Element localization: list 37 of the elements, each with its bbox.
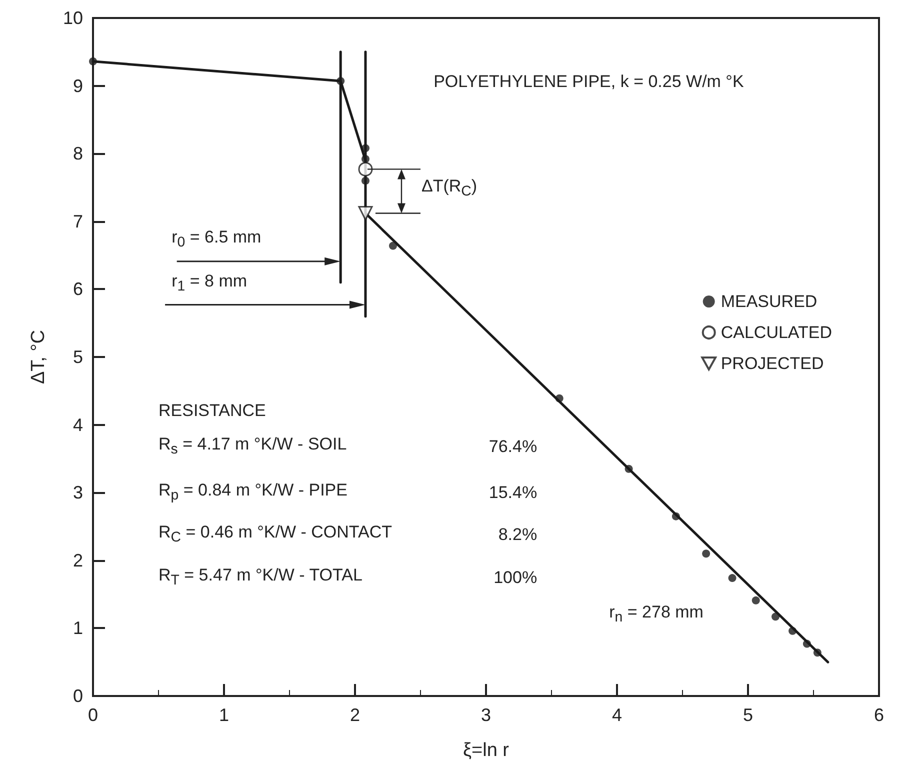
annotation: 15.4% [488, 482, 538, 503]
y-tick-label: 6 [72, 279, 83, 300]
y-tick-label: 8 [72, 144, 83, 164]
x-tick-label: 5 [742, 705, 754, 725]
x-tick-label: 0 [88, 705, 98, 725]
annotation: 100% [494, 568, 538, 588]
annotation: R$_{T}$ = 5.47 m °K/W - TOTAL [158, 565, 362, 591]
annotation: 76.4% [488, 437, 538, 458]
annotation: R$_{s}$ = 4.17 m °K/W - SOIL [158, 434, 347, 460]
annotation: POLYETHYLENE PIPE, k = 0.25 W/m °K [434, 72, 744, 92]
y-tick-label: 7 [72, 211, 83, 232]
annotation: R$_{C}$ = 0.46 m °K/W - CONTACT [158, 522, 392, 548]
x-tick-label: 4 [612, 705, 622, 725]
x-tick-label: 1 [218, 705, 230, 725]
y-tick-label: 9 [72, 76, 83, 96]
annotation: r$_{1}$ = 8 mm [172, 272, 248, 298]
y-tick-label: 3 [72, 482, 83, 503]
y-tick-label: 1 [72, 618, 83, 638]
annotation: r$_{0}$ = 6.5 mm [172, 228, 262, 254]
legend-label: PROJECTED [720, 354, 824, 373]
y-tick-label: 4 [72, 414, 83, 435]
x-tick-label: 3 [480, 705, 492, 725]
annotation: 8.2% [498, 524, 538, 545]
x-axis-title: ξ=ln r [463, 740, 510, 761]
x-tick-label: 6 [874, 705, 884, 725]
y-tick-label: 2 [72, 550, 83, 570]
legend-label: MEASURED [720, 292, 818, 311]
x-tick-label: 2 [350, 705, 360, 725]
legend-label: CALCULATED [720, 323, 832, 342]
y-tick-label: 0 [72, 686, 83, 706]
annotation: r$_{n}$ = 278 mm [609, 602, 704, 628]
y-axis-title: ΔT, °C [28, 330, 49, 384]
y-tick-label: 5 [72, 347, 83, 367]
annotation: R$_{p}$ = 0.84 m °K/W - PIPE [158, 480, 348, 506]
annotation: RESISTANCE [158, 401, 266, 422]
annotation: ΔT(R$_{C}$) [421, 176, 478, 202]
y-tick-label: 10 [62, 8, 83, 28]
